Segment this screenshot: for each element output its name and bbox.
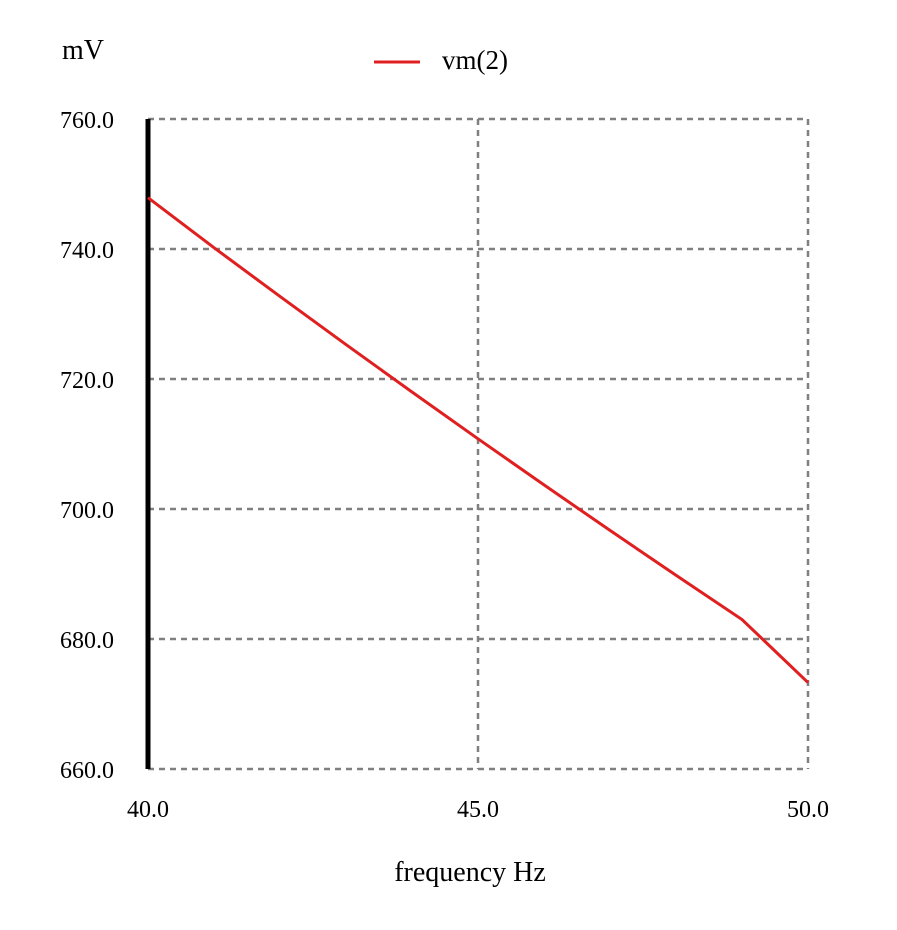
x-tick-labels: 40.0 45.0 50.0 — [127, 797, 829, 823]
y-tick-label: 680.0 — [60, 628, 114, 654]
x-axis-label: frequency Hz — [394, 857, 546, 888]
series-group — [147, 196, 810, 684]
y-axis-label: mV — [62, 35, 104, 66]
y-tick-label: 720.0 — [60, 368, 114, 394]
y-tick-label: 660.0 — [60, 758, 114, 784]
x-tick-label: 45.0 — [457, 797, 499, 823]
legend-label-vm2: vm(2) — [442, 45, 508, 75]
grid — [146, 117, 810, 771]
series-line-vm2 — [147, 196, 810, 684]
x-tick-label: 50.0 — [787, 797, 829, 823]
y-tick-label: 700.0 — [60, 498, 114, 524]
x-tick-label: 40.0 — [127, 797, 169, 823]
y-tick-label: 760.0 — [60, 108, 114, 134]
y-tick-labels: 660.0 680.0 700.0 720.0 740.0 760.0 — [60, 108, 114, 784]
legend: vm(2) — [374, 45, 508, 75]
y-tick-label: 740.0 — [60, 238, 114, 264]
